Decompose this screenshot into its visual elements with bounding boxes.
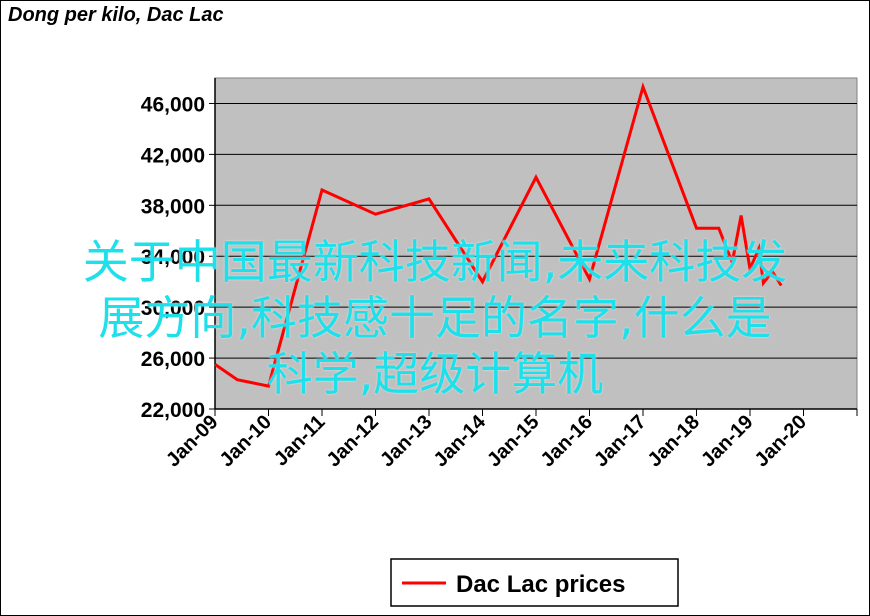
x-tick-label: Jan-12: [323, 411, 383, 471]
y-tick-label: 30,000: [141, 297, 205, 320]
x-tick-label: Jan-18: [644, 411, 704, 471]
x-tick-label: Jan-11: [270, 411, 330, 471]
y-tick-label: 34,000: [141, 246, 205, 269]
x-tick-label: Jan-20: [751, 411, 811, 471]
x-tick-label: Jan-13: [376, 411, 436, 471]
x-tick-label: Jan-19: [697, 411, 757, 471]
y-tick-label: 26,000: [141, 348, 205, 371]
y-tick-label: 22,000: [141, 399, 205, 422]
series-line: [214, 82, 783, 388]
series-group: [214, 82, 783, 388]
axes: [209, 78, 858, 416]
x-tick-label: Jan-17: [590, 411, 650, 471]
chart-title: Dong per kilo, Dac Lac: [8, 4, 224, 26]
x-tick-label: Jan-14: [430, 410, 491, 471]
x-tick-labels: Jan-09Jan-10Jan-11Jan-12Jan-13Jan-14Jan-…: [162, 410, 811, 471]
plot-area: [214, 77, 858, 410]
y-tick-label: 46,000: [141, 93, 205, 116]
legend-label: Dac Lac prices: [456, 571, 625, 598]
y-tick-labels: 22,000 26,000 30,000 34,000 38,000 42,000 46,0…: [141, 93, 205, 422]
x-tick-label: Jan-10: [216, 411, 276, 471]
x-tick-label: Jan-15: [483, 411, 543, 471]
x-tick-label: Jan-16: [537, 411, 597, 471]
y-tick-label: 42,000: [141, 144, 205, 167]
y-tick-label: 38,000: [141, 195, 205, 218]
legend: Dac Lac prices: [390, 558, 679, 607]
